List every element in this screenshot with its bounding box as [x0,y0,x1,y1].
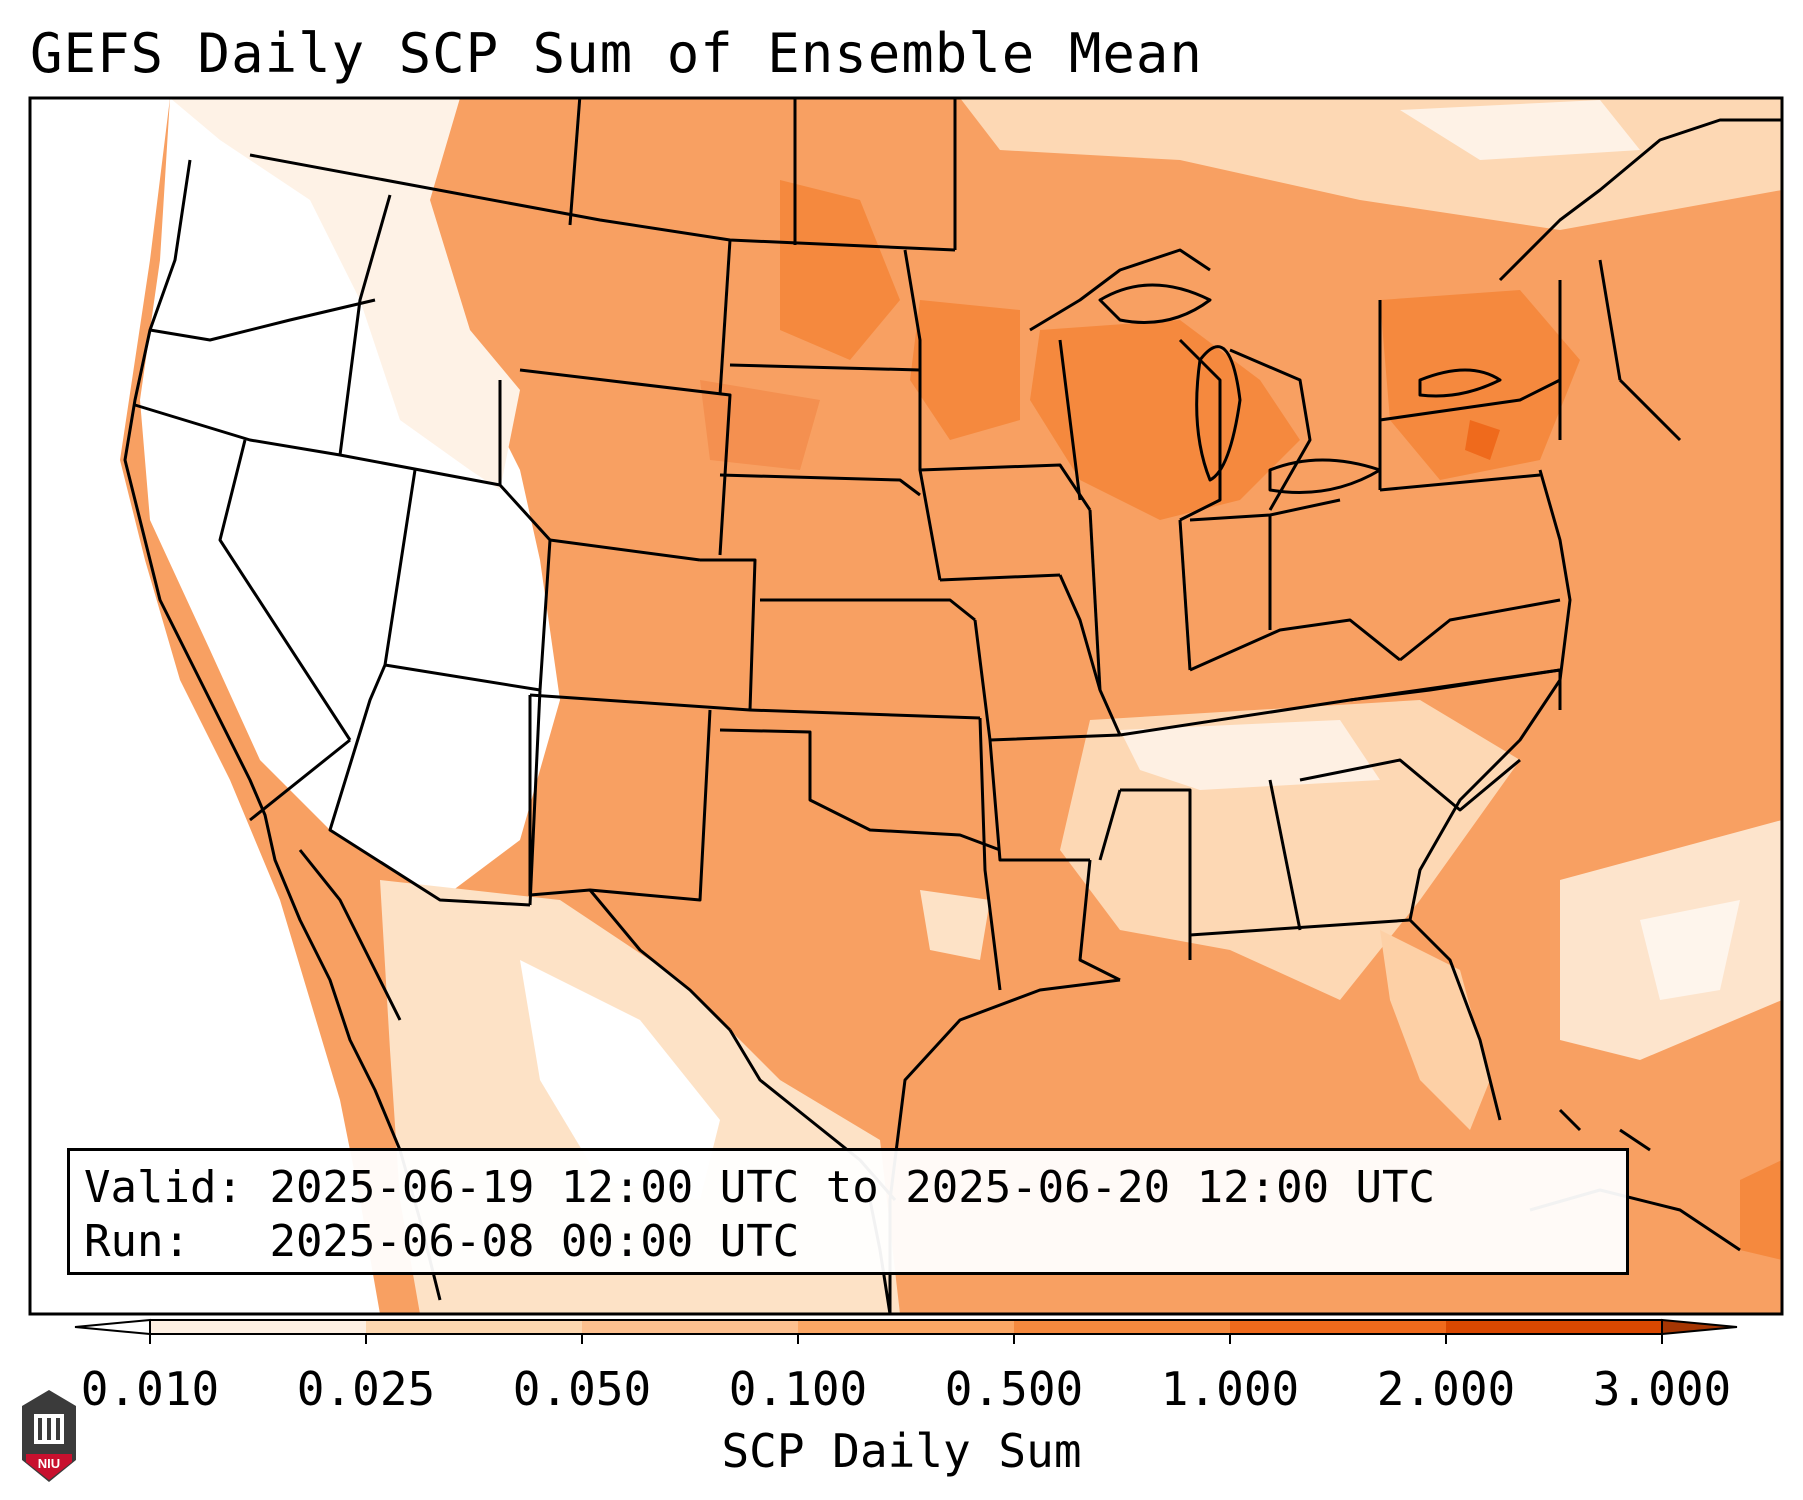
colorbar-outline [149,1319,1663,1335]
run-label: Run: [84,1216,190,1267]
valid-label: Valid: [84,1162,243,1213]
colorbar-segment [798,1320,1015,1334]
colorbar-label: SCP Daily Sum [721,1424,1082,1478]
map-frame [28,96,1784,1316]
valid-value: 2025-06-19 12:00 UTC to 2025-06-20 12:00… [269,1162,1436,1213]
colorbar-segment [150,1320,367,1334]
niu-logo-icon: NIU [22,1390,76,1482]
colorbar [74,1318,1738,1344]
colorbar-tick-label: 3.000 [1592,1362,1732,1416]
run-value: 2025-06-08 00:00 UTC [269,1216,800,1267]
colorbar-tick-label: 0.050 [512,1362,652,1416]
colorbar-extend-min [74,1318,151,1336]
scp-field [30,98,1782,1314]
colorbar-tick-label: 0.100 [728,1362,868,1416]
map-title: GEFS Daily SCP Sum of Ensemble Mean [30,22,1203,85]
colorbar-tick-label: 0.500 [944,1362,1084,1416]
colorbar-segment [582,1320,799,1334]
colorbar-extend-max [1661,1318,1738,1336]
colorbar-segment [1014,1320,1231,1334]
colorbar-tick-label: 0.025 [296,1362,436,1416]
state-boundaries [123,98,1782,1314]
colorbar-segment [1446,1320,1663,1334]
valid-run-info-box: Valid: 2025-06-19 12:00 UTC to 2025-06-2… [67,1148,1629,1275]
svg-text:NIU: NIU [38,1456,60,1471]
colorbar-tick-label: 0.010 [80,1362,220,1416]
colorbar-tick-label: 2.000 [1376,1362,1516,1416]
colorbar-segment [1230,1320,1447,1334]
colorbar-tick-label: 1.000 [1160,1362,1300,1416]
colorbar-segment [366,1320,583,1334]
